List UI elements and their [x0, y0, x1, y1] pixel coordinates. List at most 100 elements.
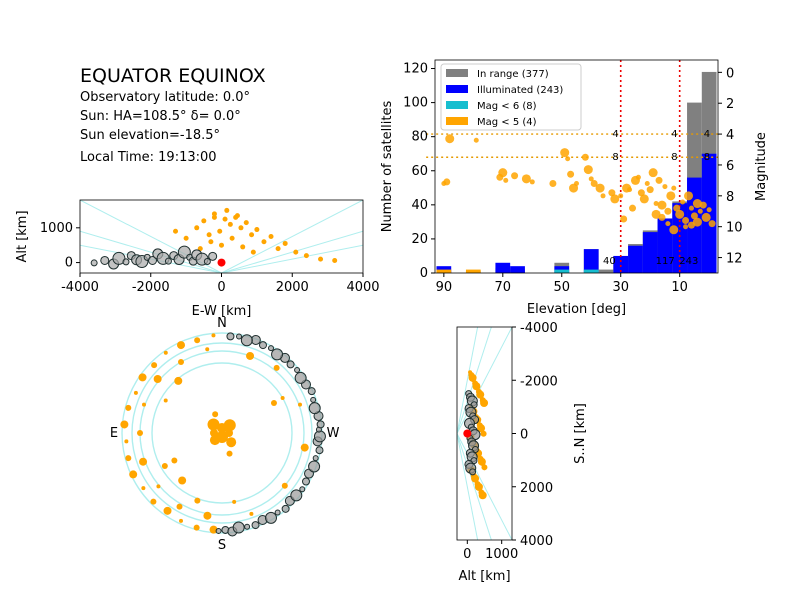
hist-mag-point	[648, 168, 658, 178]
sky-sat-point	[153, 375, 162, 384]
hist-mag-point	[445, 134, 455, 144]
ew-sat-point	[238, 225, 244, 231]
ew-sat-point	[229, 235, 235, 241]
sky-sat-point	[161, 463, 168, 469]
sky-sat-point	[129, 470, 138, 479]
hist-mag-point	[443, 178, 451, 186]
sky-sat-point-center	[171, 457, 178, 464]
sky-sat-point	[124, 439, 129, 444]
sky-sat-point	[133, 390, 138, 395]
sky-sat-point	[203, 511, 212, 520]
hist-bar-1	[510, 266, 525, 273]
ns-ytick-label: -2000	[520, 374, 558, 389]
sky-sat-point-shadow	[226, 332, 235, 341]
sky-sat-point-shadow	[315, 446, 324, 455]
info-sun-ha: Sun: HA=108.5° δ= 0.0°	[80, 109, 241, 124]
sky-sat-point-shadow	[312, 455, 319, 462]
hist-legend-label: In range (377)	[477, 69, 549, 80]
ew-sat-point	[240, 244, 246, 250]
sky-sat-point-shadow	[271, 348, 284, 361]
hist-mag-point	[671, 185, 677, 191]
ew-sat-point	[254, 227, 260, 233]
hist-annotation: 8	[671, 152, 677, 163]
ns-xtick-label: 1000	[485, 547, 518, 562]
hist-annotation: 8	[704, 152, 710, 163]
sky-sat-point	[151, 362, 158, 369]
hist-y2tick-label: 8	[726, 190, 734, 205]
hist-ytick-label: 20	[411, 232, 428, 247]
hist-bar-0	[598, 269, 614, 273]
hist-mag-point	[692, 199, 702, 209]
info-latitude: Observatory latitude: 0.0°	[80, 90, 250, 105]
sky-sat-point-center	[210, 429, 218, 437]
sky-sat-point	[209, 525, 218, 534]
ew-sat-point-shadow	[100, 255, 110, 265]
hist-mag-point	[574, 180, 579, 186]
sky-sat-point	[194, 337, 201, 344]
sky-sat-point-shadow	[265, 511, 277, 524]
ew-sat-point	[211, 214, 217, 220]
hist-mag-point	[692, 217, 702, 227]
hist-mag-point	[588, 176, 594, 182]
sky-sat-point-shadow	[316, 420, 325, 429]
hist-mag-point	[595, 183, 605, 193]
ew-sat-point	[243, 220, 249, 226]
ns-ytick-label: -4000	[520, 321, 558, 336]
sky-sat-point-center	[216, 431, 228, 443]
ew-sat-point-shadow	[90, 259, 98, 267]
hist-legend-swatch	[446, 69, 468, 77]
info-local-time: Local Time: 19:13:00	[80, 150, 217, 165]
hist-y2tick-label: 12	[726, 252, 743, 267]
sky-sat-point-shadow	[307, 387, 316, 396]
sky-sat-point-center	[226, 437, 237, 448]
ew-ytick-label: 1000	[40, 221, 73, 236]
ns-side-view-panel: 0 1000 -4000 -2000 0 2000 4000 Alt [km] S..N [km…	[456, 321, 588, 584]
sky-label-north: N	[217, 316, 227, 331]
ew-ytick-label: 0	[65, 256, 73, 271]
hist-xtick-label: 30	[612, 280, 629, 295]
hist-mag-point	[688, 205, 694, 211]
ew-cone-line	[221, 244, 363, 273]
hist-mag-point	[655, 176, 663, 184]
hist-mag-point	[699, 201, 707, 209]
ew-sat-point	[219, 242, 224, 248]
hist-mag-point	[503, 177, 509, 183]
ew-sat-point	[318, 256, 324, 262]
hist-mag-point	[618, 193, 624, 199]
ns-sat-point	[481, 464, 488, 471]
ew-sat-point-shadow	[122, 258, 130, 266]
hist-mag-point	[600, 193, 606, 199]
sky-label-west: W	[327, 426, 340, 441]
ew-sat-point	[222, 216, 228, 222]
ns-cone-line	[457, 327, 479, 434]
info-sun-elevation: Sun elevation=-18.5°	[80, 128, 220, 143]
sky-sat-point-center	[226, 450, 233, 457]
sky-sat-point	[163, 350, 168, 355]
sky-sat-point-center	[223, 419, 236, 432]
hist-mag-point	[511, 172, 519, 180]
hist-mag-point	[683, 224, 689, 230]
ew-sat-point	[211, 211, 217, 217]
sky-sat-point-shadow	[244, 523, 251, 530]
ew-xtick-label: -2000	[132, 280, 170, 295]
hist-mag-point	[651, 209, 661, 219]
hist-mag-point	[498, 168, 508, 178]
sky-sat-point	[125, 404, 132, 411]
sky-sat-point	[281, 482, 288, 489]
ew-cone-line	[221, 200, 363, 273]
hist-ylabel: Number of satellites	[380, 100, 395, 232]
sky-sat-point	[178, 476, 187, 485]
hist-bar-2	[554, 269, 570, 273]
hist-annotation: 117	[656, 256, 675, 267]
hist-mag-point	[549, 179, 557, 187]
sky-sat-point	[297, 402, 302, 407]
hist-mag-point	[560, 148, 570, 158]
hist-xtick-label: 50	[553, 280, 570, 295]
hist-xlabel: Elevation [deg]	[527, 302, 626, 317]
sky-sat-point	[273, 364, 280, 371]
ns-sat-point	[478, 491, 487, 500]
sky-sat-point	[139, 457, 148, 466]
sky-sat-point	[193, 524, 200, 531]
hist-mag-point	[565, 156, 571, 162]
